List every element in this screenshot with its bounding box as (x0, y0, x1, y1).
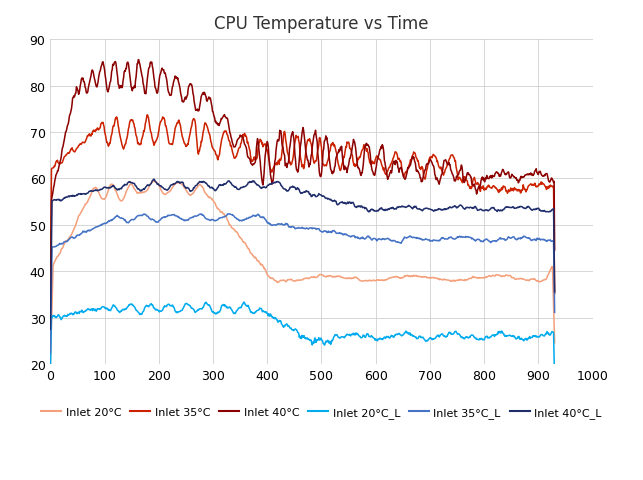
Title: CPU Temperature vs Time: CPU Temperature vs Time (214, 15, 429, 33)
Legend: Inlet 20°C, Inlet 35°C, Inlet 40°C, Inlet 20°C_L, Inlet 35°C_L, Inlet 40°C_L: Inlet 20°C, Inlet 35°C, Inlet 40°C, Inle… (37, 402, 606, 422)
